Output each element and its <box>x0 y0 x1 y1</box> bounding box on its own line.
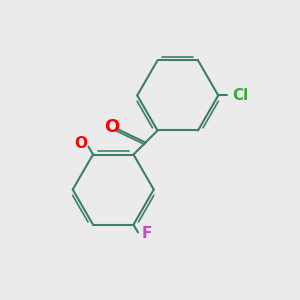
Text: F: F <box>142 226 152 242</box>
Text: Cl: Cl <box>233 88 249 103</box>
Text: O: O <box>74 136 87 151</box>
Text: O: O <box>104 118 119 136</box>
